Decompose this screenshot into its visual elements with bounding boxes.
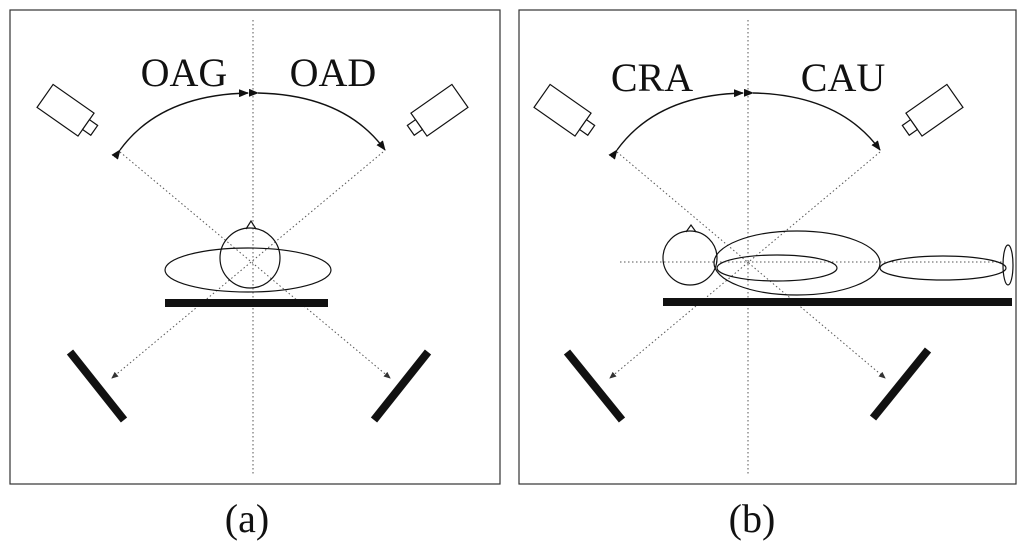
angle-label: OAG: [141, 50, 228, 95]
figure: OAG OAD (a) CRA CAU (b): [0, 0, 1018, 541]
angle-label: CRA: [611, 55, 693, 100]
camera: [37, 84, 102, 141]
torso: [714, 231, 880, 295]
rotation-arrow: [120, 93, 248, 150]
legs: [880, 256, 1006, 280]
panel-frame: [10, 10, 500, 484]
beam: [617, 152, 885, 378]
rotation-arrow: [617, 93, 743, 150]
beam: [610, 152, 880, 378]
camera: [534, 84, 599, 141]
torso-inner: [717, 255, 837, 281]
detector: [374, 352, 428, 420]
detector: [70, 352, 124, 420]
rotation-arrow: [753, 93, 880, 150]
caption: (b): [729, 496, 776, 541]
beam: [112, 152, 383, 378]
rotation-arrow: [258, 93, 385, 150]
detector: [873, 350, 928, 418]
panel-frame: [519, 10, 1016, 484]
caption: (a): [225, 496, 269, 541]
panel-b: CRA CAU (b): [519, 10, 1016, 541]
angle-label: OAD: [290, 50, 377, 95]
angle-label: CAU: [801, 55, 886, 100]
detector: [567, 352, 622, 420]
body: [165, 248, 331, 292]
head: [220, 228, 280, 288]
head: [663, 231, 717, 285]
camera: [403, 84, 468, 141]
camera: [898, 84, 963, 141]
panel-a: OAG OAD (a): [10, 10, 500, 541]
beam: [120, 152, 390, 378]
